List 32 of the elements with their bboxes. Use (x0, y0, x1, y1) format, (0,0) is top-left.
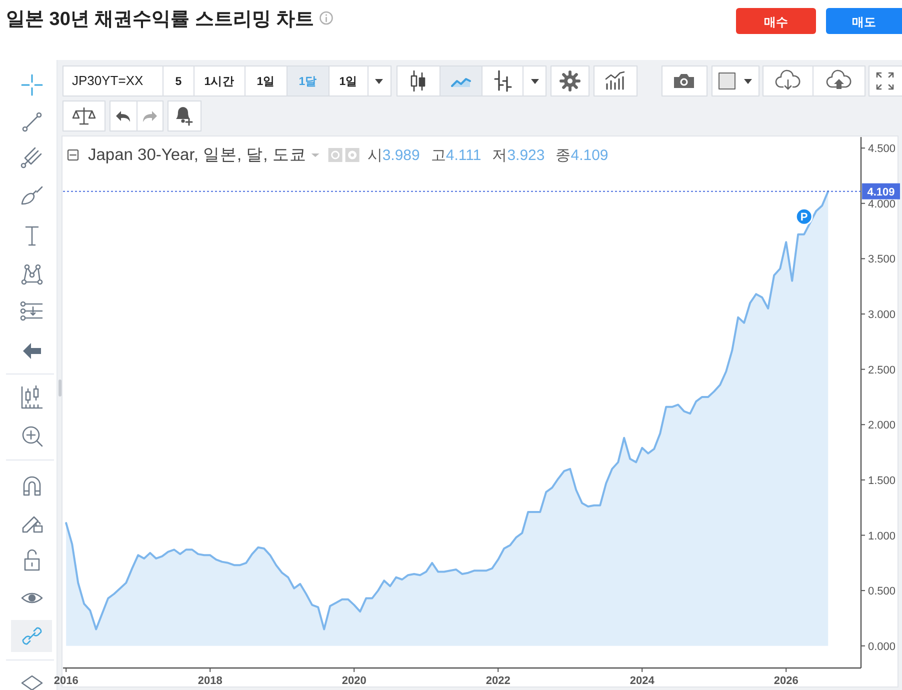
y-tick-label: 2.000 (868, 420, 896, 432)
text: 매도 (852, 15, 876, 29)
y-tick-label: 1.000 (868, 530, 896, 542)
x-tick-label: 2024 (630, 675, 656, 687)
annotation: 종4.109 (556, 147, 608, 164)
y-tick-label: 3.500 (868, 254, 896, 266)
text: JP30YT=XX (72, 73, 144, 88)
annotation: 고4.111 (430, 147, 482, 164)
y-tick-label: 0.000 (868, 640, 896, 653)
text: 1달 (298, 75, 318, 88)
y-tick-label: 1.500 (868, 474, 896, 487)
text: 매수 (764, 15, 788, 29)
annotation: P (800, 212, 808, 224)
text: Japan 30-Year, 일본, 달, 도쿄 (88, 146, 306, 164)
x-tick-label: 2016 (54, 675, 78, 687)
y-tick-label: 2.500 (868, 364, 896, 376)
y-tick-label: 0.500 (868, 586, 896, 598)
y-tick-label: 3.000 (868, 309, 896, 321)
text: 5 (175, 76, 182, 88)
text: 1일 (339, 75, 358, 88)
y-tick-label: 4.000 (868, 198, 896, 210)
x-tick-label: 2026 (774, 675, 798, 687)
text: 1시간 (204, 75, 235, 88)
annotation: 저3.923 (492, 147, 545, 164)
x-tick-label: 2022 (486, 675, 510, 687)
chart-title: 일본 30년 채권수익률 스트리밍 차트 (6, 9, 314, 30)
y-tick-label: 4.500 (868, 143, 896, 156)
ref-line-label: 4.109 (867, 186, 895, 198)
x-tick-label: 2020 (342, 675, 366, 687)
annotation: 시3.989 (367, 147, 420, 164)
x-tick-label: 2018 (198, 675, 222, 687)
text: 1일 (256, 75, 276, 88)
